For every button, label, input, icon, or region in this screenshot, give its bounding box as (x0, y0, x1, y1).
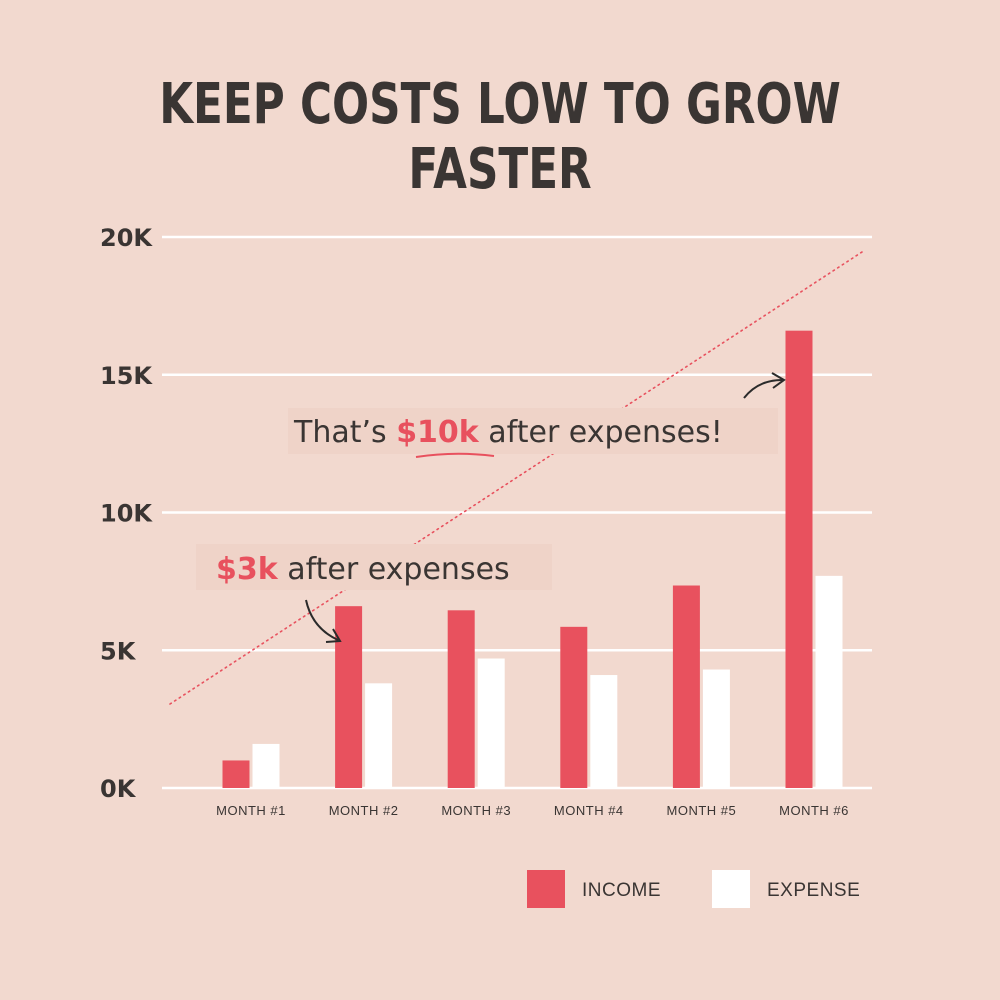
annotation-month6-arrowhead (771, 372, 786, 389)
y-tick-label: 5K (100, 637, 137, 665)
y-tick-label: 15K (100, 362, 153, 390)
annotation-month6-emphasis: $10k (396, 415, 480, 450)
y-tick-label: 20K (100, 224, 153, 252)
bar-income-6 (785, 330, 813, 788)
annotation-month6-underline (415, 452, 495, 458)
annotation-month2-arrowhead (325, 628, 342, 643)
trendline (169, 251, 863, 705)
bar-income-2 (335, 606, 363, 788)
annotation-month2-emphasis: $3k (216, 552, 279, 587)
legend-swatch-expense (712, 870, 750, 908)
chart-title: KEEP COSTS LOW TO GROW FASTER (159, 72, 841, 202)
bar-income-5 (672, 585, 700, 788)
legend: INCOME EXPENSE (527, 870, 860, 908)
bars (222, 330, 843, 788)
x-tick-label: MONTH #4 (554, 803, 624, 818)
legend-label-income: INCOME (582, 880, 661, 901)
bar-income-4 (560, 626, 588, 788)
annotation-month2-text: $3k after expenses (216, 552, 510, 587)
legend-swatch-income (527, 870, 565, 908)
x-tick-label: MONTH #1 (216, 803, 286, 818)
bar-expense-2 (365, 683, 393, 788)
legend-label-expense: EXPENSE (767, 880, 860, 901)
annotation-month6-text: That’s $10k after expenses! (293, 415, 723, 450)
bar-expense-3 (477, 658, 505, 788)
x-tick-label: MONTH #3 (441, 803, 511, 818)
bar-income-1 (222, 760, 250, 788)
x-tick-label: MONTH #5 (667, 803, 737, 818)
x-axis: MONTH #1 MONTH #2 MONTH #3 MONTH #4 MONTH #5… (216, 803, 849, 818)
trendline-layer (169, 251, 863, 705)
annotation-month2: $3k after expenses (196, 544, 552, 643)
x-tick-label: MONTH #2 (329, 803, 399, 818)
bar-expense-5 (702, 669, 730, 788)
annotation-month2-rest: after expenses (278, 552, 510, 587)
annotation-month2-bg (196, 544, 552, 590)
bar-expense-1 (252, 743, 280, 788)
annotation-month2-arrow (305, 599, 339, 641)
annotation-month6-prefix: That’s (293, 415, 396, 450)
annotation-month6-arrow (743, 379, 783, 399)
bar-income-3 (447, 610, 475, 788)
bar-expense-4 (590, 675, 618, 788)
gridlines (162, 235, 872, 790)
y-tick-label: 10K (100, 500, 153, 528)
bar-expense-6 (815, 575, 843, 788)
y-tick-label: 0K (100, 775, 137, 803)
y-axis: 0K 5K 10K 15K 20K (100, 224, 153, 803)
annotation-month6-rest: after expenses! (479, 415, 723, 450)
annotation-month6: That’s $10k after expenses! (288, 372, 786, 458)
annotation-month6-bg (288, 408, 778, 454)
x-tick-label: MONTH #6 (779, 803, 849, 818)
